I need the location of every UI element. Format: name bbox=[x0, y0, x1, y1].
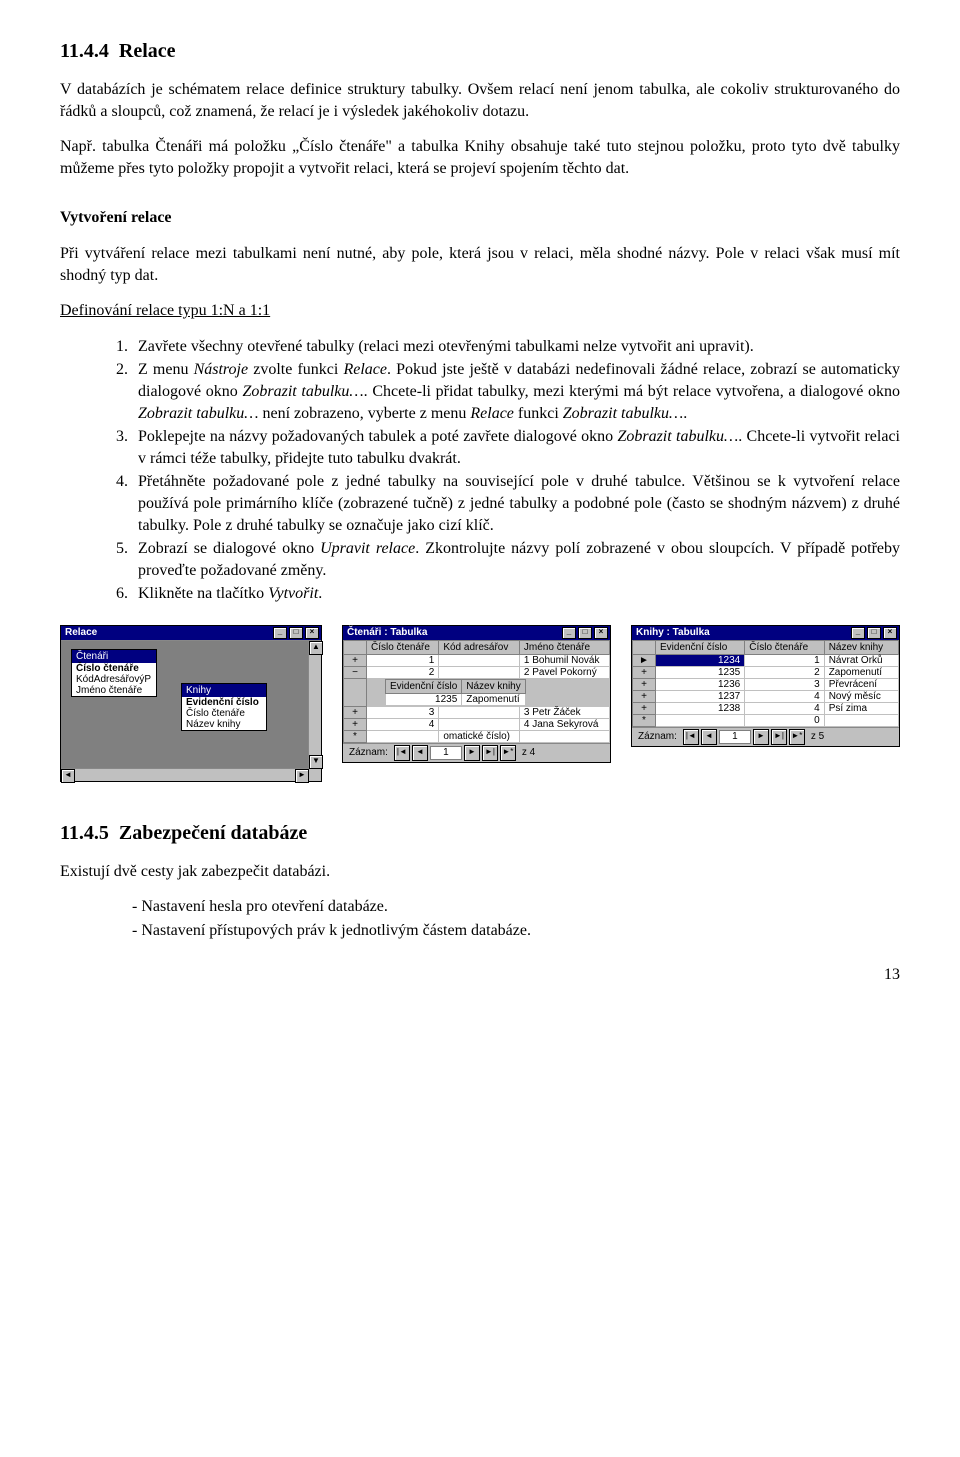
paragraph: Definování relace typu 1:N a 1:1 bbox=[60, 300, 900, 322]
table-row[interactable]: − 22 Pavel Pokorný bbox=[344, 666, 610, 678]
column-header[interactable]: Jméno čtenáře bbox=[519, 640, 609, 654]
table-row[interactable]: 1235Zapomenutí bbox=[386, 693, 526, 705]
table-row[interactable]: + 44 Jana Sekyrová bbox=[344, 718, 610, 730]
record-navigator: Záznam: |◄ ◄ 1 ► ►| ►* z 5 bbox=[632, 727, 899, 746]
record-number-field[interactable]: 1 bbox=[719, 730, 751, 744]
window-title: Knihy : Tabulka bbox=[634, 627, 849, 638]
table-row[interactable]: +12384Psí zima bbox=[633, 702, 899, 714]
last-record-button[interactable]: ►| bbox=[482, 745, 498, 761]
list-item: - Nastavení přístupových práv k jednotli… bbox=[60, 920, 900, 942]
table-row-new[interactable]: * omatické číslo) bbox=[344, 730, 610, 742]
expand-icon[interactable]: + bbox=[633, 666, 656, 678]
list-item: Zavřete všechny otevřené tabulky (relaci… bbox=[132, 336, 900, 358]
window-title: Relace bbox=[63, 627, 271, 638]
column-header[interactable]: Kód adresářov bbox=[439, 640, 520, 654]
table-row[interactable]: +12374Nový měsíc bbox=[633, 690, 899, 702]
close-button[interactable]: × bbox=[305, 627, 319, 639]
expand-icon[interactable]: + bbox=[344, 654, 367, 666]
row-selector-header bbox=[344, 640, 367, 654]
close-button[interactable]: × bbox=[883, 627, 897, 639]
prev-record-button[interactable]: ◄ bbox=[412, 745, 428, 761]
close-button[interactable]: × bbox=[594, 627, 608, 639]
new-record-button[interactable]: ►* bbox=[500, 745, 516, 761]
page-number: 13 bbox=[60, 966, 900, 984]
collapse-icon[interactable]: − bbox=[344, 666, 367, 678]
column-header[interactable]: Číslo čtenáře bbox=[745, 640, 824, 654]
table-row[interactable]: +12363Převrácení bbox=[633, 678, 899, 690]
ordered-list: Zavřete všechny otevřené tabulky (relaci… bbox=[60, 336, 900, 605]
minimize-button[interactable]: _ bbox=[562, 627, 576, 639]
expand-icon[interactable]: + bbox=[344, 718, 367, 730]
record-navigator: Záznam: |◄ ◄ 1 ► ►| ►* z 4 bbox=[343, 743, 610, 762]
relation-table-knihy[interactable]: Knihy Evidenční číslo Číslo čtenáře Náze… bbox=[181, 683, 267, 731]
window-relace: Relace _ □ × Čtenáři Číslo čtenáře KódAd… bbox=[60, 625, 322, 782]
resize-grip[interactable] bbox=[309, 769, 321, 781]
section-heading: 11.4.5 Zabezpečení databáze bbox=[60, 822, 900, 845]
list-item: Klikněte na tlačítko Vytvořit. bbox=[132, 583, 900, 605]
scroll-down-icon[interactable]: ▼ bbox=[309, 755, 323, 769]
vertical-scrollbar[interactable]: ▲ ▼ bbox=[308, 641, 321, 769]
expand-icon[interactable]: + bbox=[633, 678, 656, 690]
new-record-icon[interactable]: * bbox=[633, 714, 656, 726]
next-record-button[interactable]: ► bbox=[753, 729, 769, 745]
subheading: Vytvoření relace bbox=[60, 207, 900, 229]
paragraph: V databázích je schématem relace definic… bbox=[60, 79, 900, 122]
column-header[interactable]: Evidenční číslo bbox=[656, 640, 745, 654]
list-item: Přetáhněte požadované pole z jedné tabul… bbox=[132, 471, 900, 536]
table-row[interactable]: + 11 Bohumil Novák bbox=[344, 654, 610, 666]
maximize-button[interactable]: □ bbox=[289, 627, 303, 639]
maximize-button[interactable]: □ bbox=[578, 627, 592, 639]
list-item: - Nastavení hesla pro otevření databáze. bbox=[60, 896, 900, 918]
screenshots-row: Relace _ □ × Čtenáři Číslo čtenáře KódAd… bbox=[60, 625, 900, 782]
record-total: z 5 bbox=[807, 731, 828, 742]
window-ctenari: Čtenáři : Tabulka _ □ × Číslo čtenáře Kó… bbox=[342, 625, 611, 763]
expand-icon[interactable]: + bbox=[344, 706, 367, 718]
list-item: Z menu Nástroje zvolte funkci Relace. Po… bbox=[132, 359, 900, 424]
current-record-icon[interactable]: ► bbox=[633, 654, 656, 666]
record-total: z 4 bbox=[518, 747, 539, 758]
scroll-up-icon[interactable]: ▲ bbox=[309, 641, 323, 655]
sub-table-header: Evidenční čísloNázev knihy 1235Zapomenut… bbox=[344, 678, 610, 706]
last-record-button[interactable]: ►| bbox=[771, 729, 787, 745]
column-header[interactable]: Číslo čtenáře bbox=[367, 640, 439, 654]
horizontal-scrollbar[interactable]: ◄ ► bbox=[61, 768, 309, 781]
paragraph: Existují dvě cesty jak zabezpečit databá… bbox=[60, 861, 900, 883]
prev-record-button[interactable]: ◄ bbox=[701, 729, 717, 745]
section-heading: 11.4.4 Relace bbox=[60, 40, 900, 63]
next-record-button[interactable]: ► bbox=[464, 745, 480, 761]
scroll-left-icon[interactable]: ◄ bbox=[61, 769, 75, 783]
row-selector-header bbox=[633, 640, 656, 654]
relation-table-ctenari[interactable]: Čtenáři Číslo čtenáře KódAdresářovýP Jmé… bbox=[71, 649, 157, 697]
record-label: Záznam: bbox=[634, 731, 681, 742]
new-record-icon[interactable]: * bbox=[344, 730, 367, 742]
paragraph: Při vytváření relace mezi tabulkami není… bbox=[60, 243, 900, 286]
datasheet: Číslo čtenáře Kód adresářov Jméno čtenář… bbox=[343, 640, 610, 743]
expand-icon[interactable]: + bbox=[633, 702, 656, 714]
scroll-right-icon[interactable]: ► bbox=[295, 769, 309, 783]
minimize-button[interactable]: _ bbox=[273, 627, 287, 639]
new-record-button[interactable]: ►* bbox=[789, 729, 805, 745]
expand-icon[interactable]: + bbox=[633, 690, 656, 702]
column-header[interactable]: Název knihy bbox=[824, 640, 898, 654]
table-row[interactable]: + 33 Petr Žáček bbox=[344, 706, 610, 718]
first-record-button[interactable]: |◄ bbox=[683, 729, 699, 745]
datasheet: Evidenční číslo Číslo čtenáře Název knih… bbox=[632, 640, 899, 727]
window-title: Čtenáři : Tabulka bbox=[345, 627, 560, 638]
table-row-new[interactable]: *0 bbox=[633, 714, 899, 726]
window-knihy: Knihy : Tabulka _ □ × Evidenční číslo Čí… bbox=[631, 625, 900, 747]
maximize-button[interactable]: □ bbox=[867, 627, 881, 639]
column-header[interactable]: Název knihy bbox=[462, 679, 525, 693]
record-number-field[interactable]: 1 bbox=[430, 746, 462, 760]
table-row[interactable]: +12352Zapomenutí bbox=[633, 666, 899, 678]
table-row[interactable]: ►12341Návrat Orků bbox=[633, 654, 899, 666]
list-item: Poklepejte na názvy požadovaných tabulek… bbox=[132, 426, 900, 469]
column-header[interactable]: Evidenční číslo bbox=[386, 679, 462, 693]
record-label: Záznam: bbox=[345, 747, 392, 758]
minimize-button[interactable]: _ bbox=[851, 627, 865, 639]
first-record-button[interactable]: |◄ bbox=[394, 745, 410, 761]
list-item: Zobrazí se dialogové okno Upravit relace… bbox=[132, 538, 900, 581]
paragraph: Např. tabulka Čtenáři má položku „Číslo … bbox=[60, 136, 900, 179]
